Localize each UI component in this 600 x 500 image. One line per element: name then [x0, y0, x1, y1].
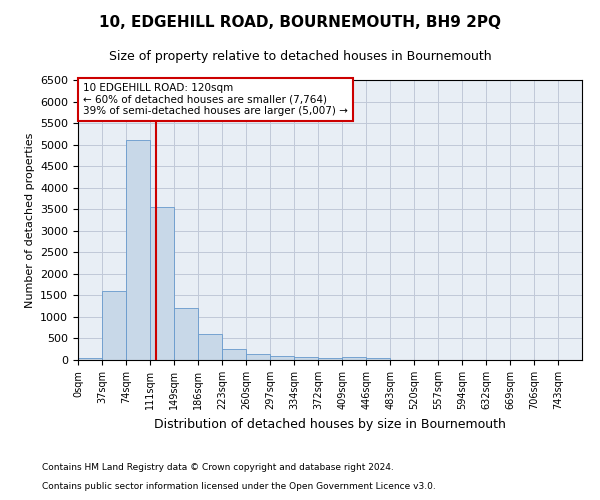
Bar [102, 291, 126, 360]
X-axis label: Distribution of detached houses by size in Bournemouth: Distribution of detached houses by size … [154, 418, 506, 430]
Bar [222, 349, 246, 360]
Text: Contains HM Land Registry data © Crown copyright and database right 2024.: Contains HM Land Registry data © Crown c… [42, 464, 394, 472]
Bar [319, 358, 342, 360]
Text: Contains public sector information licensed under the Open Government Licence v3: Contains public sector information licen… [42, 482, 436, 491]
Text: 10, EDGEHILL ROAD, BOURNEMOUTH, BH9 2PQ: 10, EDGEHILL ROAD, BOURNEMOUTH, BH9 2PQ [99, 15, 501, 30]
Bar [270, 356, 294, 360]
Bar [366, 358, 390, 360]
Bar [294, 356, 319, 360]
Text: Size of property relative to detached houses in Bournemouth: Size of property relative to detached ho… [109, 50, 491, 63]
Bar [78, 358, 102, 360]
Y-axis label: Number of detached properties: Number of detached properties [25, 132, 35, 308]
Bar [342, 357, 366, 360]
Bar [198, 334, 222, 360]
Text: 10 EDGEHILL ROAD: 120sqm
← 60% of detached houses are smaller (7,764)
39% of sem: 10 EDGEHILL ROAD: 120sqm ← 60% of detach… [83, 83, 348, 116]
Bar [246, 354, 270, 360]
Bar [174, 308, 198, 360]
Bar [150, 207, 174, 360]
Bar [126, 140, 150, 360]
